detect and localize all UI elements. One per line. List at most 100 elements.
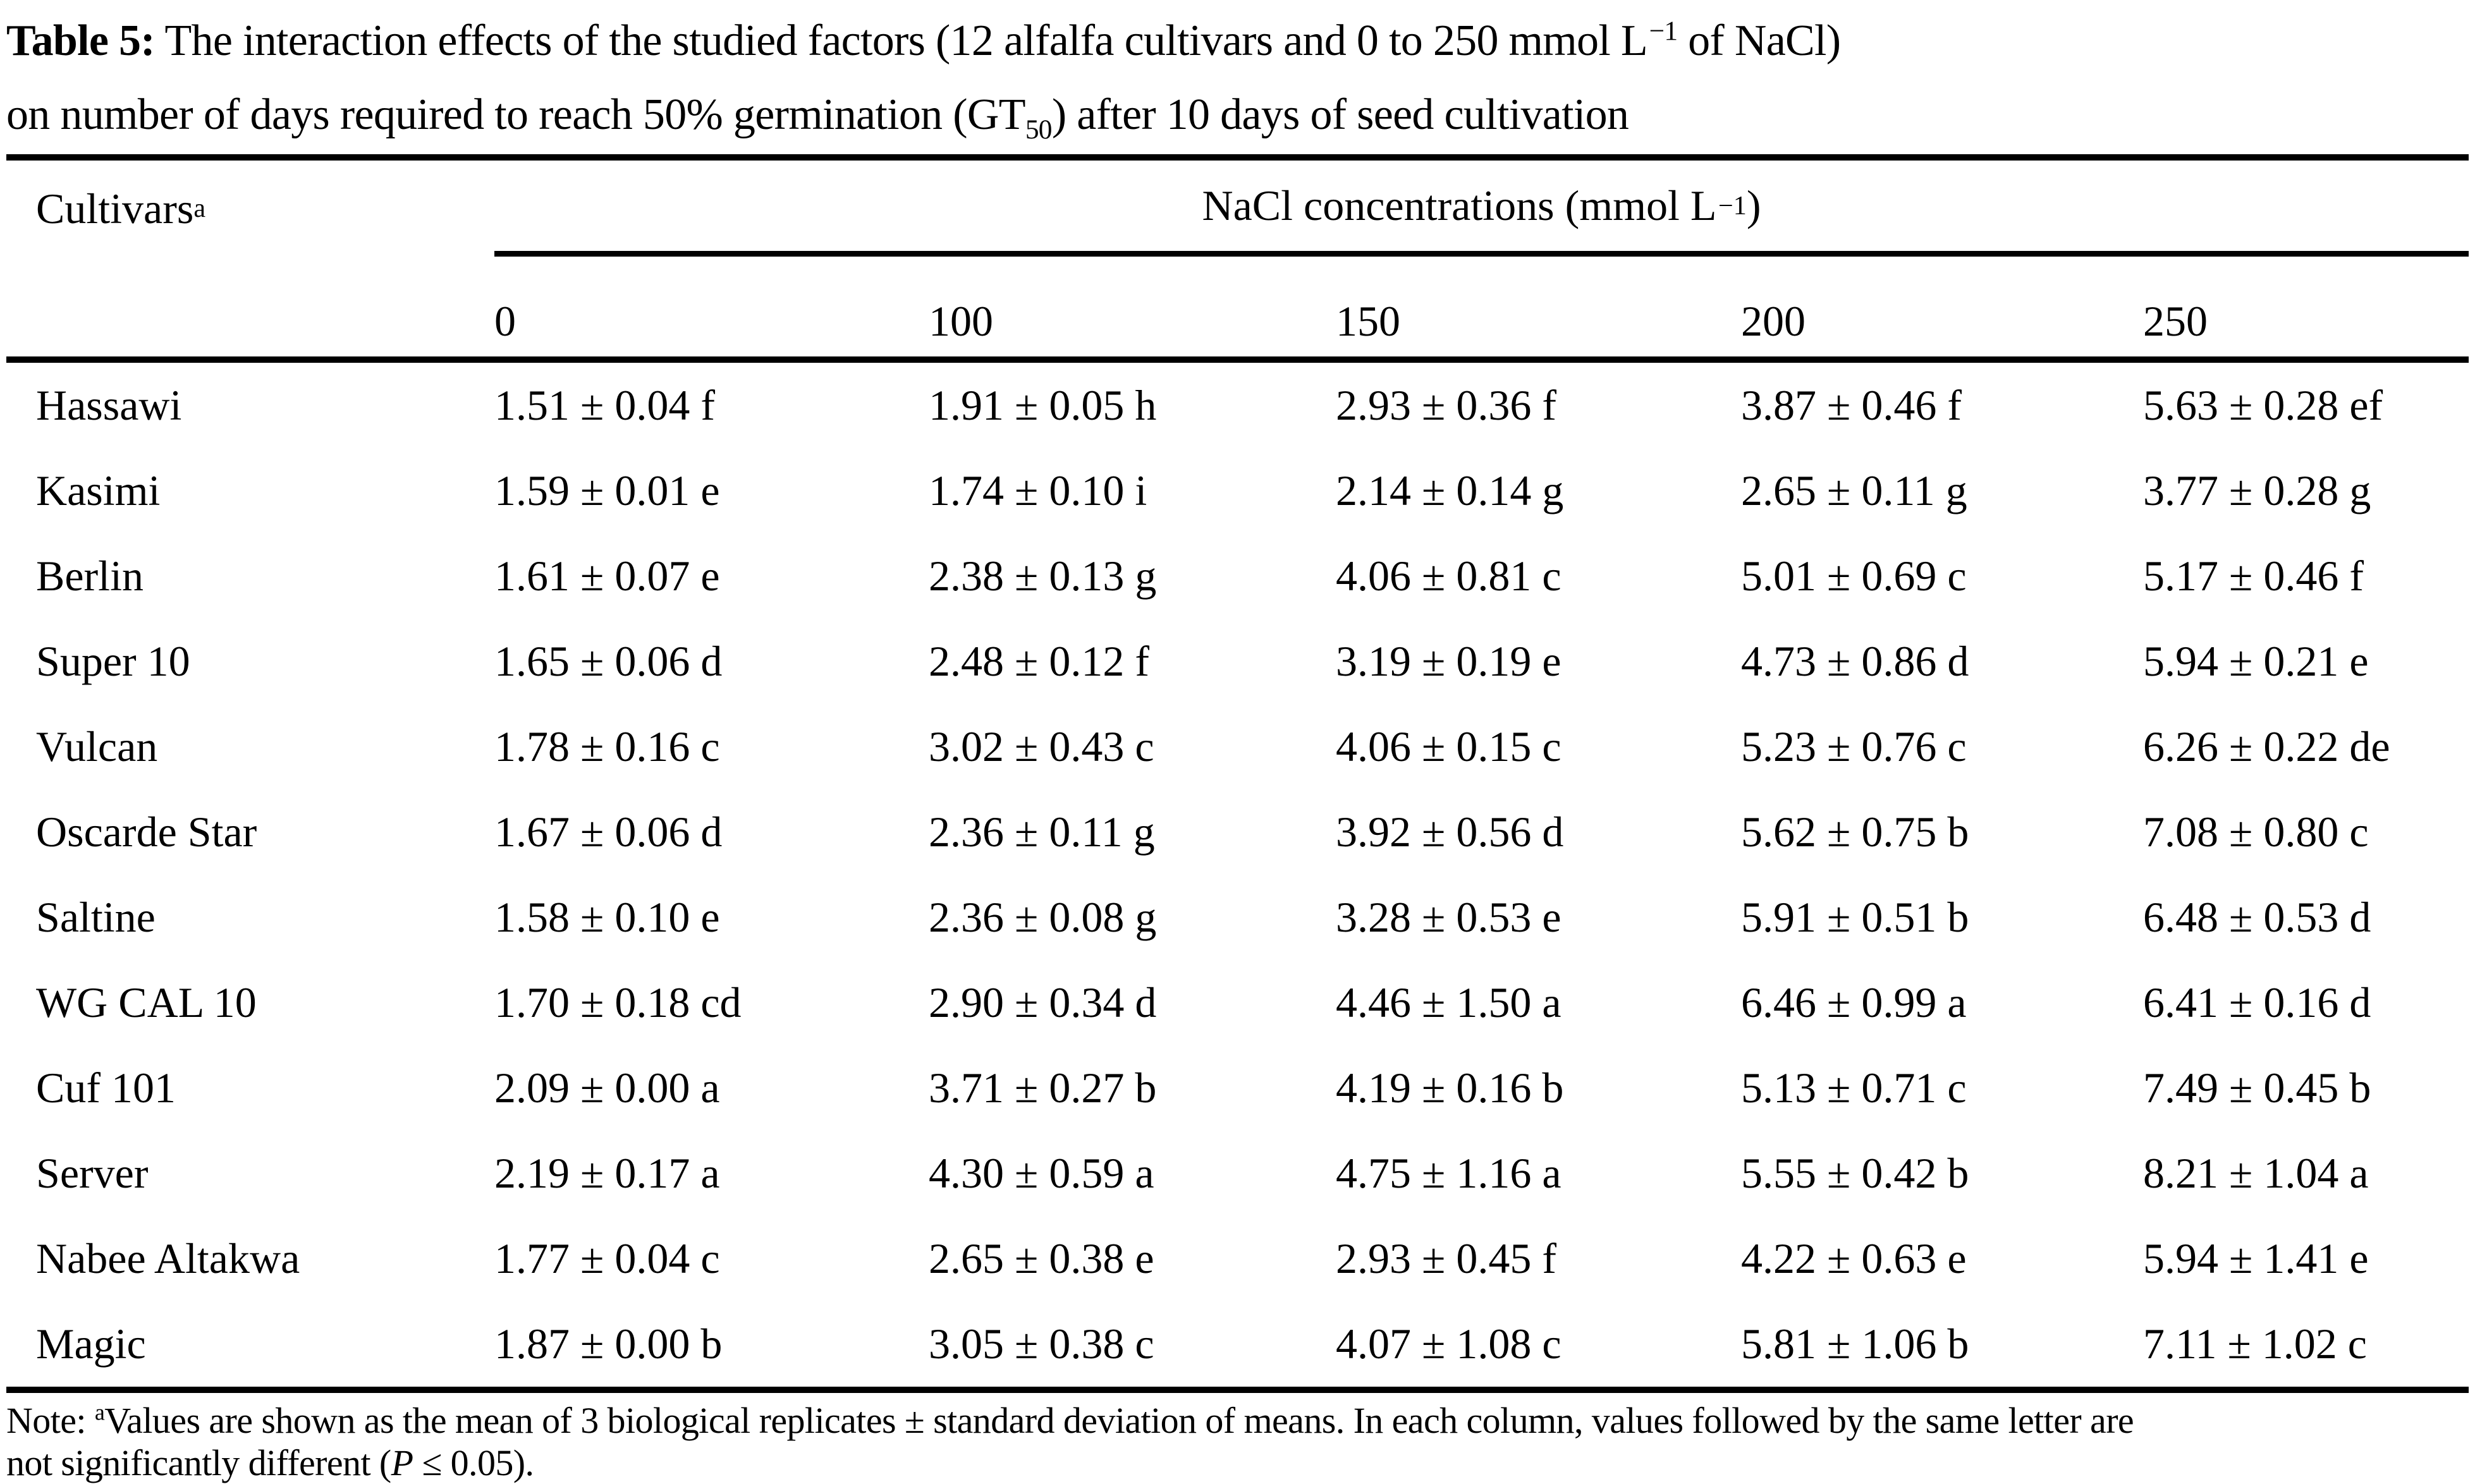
value-cell: 5.23 ± 0.76 c xyxy=(1741,722,1967,770)
value-cell: 1.51 ± 0.04 f xyxy=(494,381,715,429)
footnote-text-line2: not significantly different ( xyxy=(6,1442,391,1483)
footnote-marker: a xyxy=(94,1399,105,1425)
value-cell: 6.48 ± 0.53 d xyxy=(2143,893,2371,941)
cultivar-header-spacer xyxy=(6,346,494,356)
table-row: Saltine 1.58 ± 0.10 e 2.36 ± 0.08 g 3.28 ± … xyxy=(6,875,2469,960)
value-cell: 3.71 ± 0.27 b xyxy=(929,1064,1157,1112)
value-cell: 1.67 ± 0.06 d xyxy=(494,808,723,856)
value-cell: 5.55 ± 0.42 b xyxy=(1741,1149,1969,1197)
value-cell: 4.22 ± 0.63 e xyxy=(1741,1234,1967,1282)
nacl-group-header-text: NaCl concentrations (mmol L xyxy=(1202,181,1717,229)
table-row: Kasimi 1.59 ± 0.01 e 1.74 ± 0.10 i 2.14 ± 0… xyxy=(6,448,2469,533)
cultivar-name: Server xyxy=(36,1149,149,1197)
value-cell: 4.75 ± 1.16 a xyxy=(1336,1149,1561,1197)
value-cell: 2.14 ± 0.14 g xyxy=(1336,466,1564,514)
value-cell: 1.59 ± 0.01 e xyxy=(494,466,720,514)
value-cell: 1.74 ± 0.10 i xyxy=(929,466,1147,514)
concentration-header: 150 xyxy=(1336,297,1400,345)
value-cell: 6.46 ± 0.99 a xyxy=(1741,978,1967,1026)
cultivars-column-header: Cultivars a xyxy=(36,184,206,233)
table-body: Hassawi 1.51 ± 0.04 f 1.91 ± 0.05 h 2.93 ± … xyxy=(6,363,2469,1387)
cultivar-name: Berlin xyxy=(36,552,144,600)
concentration-header: 0 xyxy=(494,297,516,345)
value-cell: 1.61 ± 0.07 e xyxy=(494,552,720,600)
value-cell: 3.28 ± 0.53 e xyxy=(1336,893,1561,941)
cultivar-name: Kasimi xyxy=(36,466,161,514)
cultivar-name: Super 10 xyxy=(36,637,190,685)
value-cell: 7.49 ± 0.45 b xyxy=(2143,1064,2371,1112)
value-cell: 1.65 ± 0.06 d xyxy=(494,637,723,685)
value-cell: 4.06 ± 0.15 c xyxy=(1336,722,1561,770)
value-cell: 1.78 ± 0.16 c xyxy=(494,722,720,770)
value-cell: 1.70 ± 0.18 cd xyxy=(494,978,742,1026)
table-row: Hassawi 1.51 ± 0.04 f 1.91 ± 0.05 h 2.93 ± … xyxy=(6,363,2469,448)
table-row: WG CAL 10 1.70 ± 0.18 cd 2.90 ± 0.34 d 4.46… xyxy=(6,960,2469,1045)
value-cell: 3.87 ± 0.46 f xyxy=(1741,381,1962,429)
value-cell: 1.91 ± 0.05 h xyxy=(929,381,1157,429)
table-bottom-rule xyxy=(6,1387,2469,1393)
table-row: Vulcan 1.78 ± 0.16 c 3.02 ± 0.43 c 4.06 ± 0… xyxy=(6,704,2469,789)
value-cell: 4.19 ± 0.16 b xyxy=(1336,1064,1564,1112)
value-cell: 2.48 ± 0.12 f xyxy=(929,637,1149,685)
cultivar-name: Nabee Altakwa xyxy=(36,1234,300,1282)
data-table: Cultivars a NaCl concentrations (mmol L −1… xyxy=(6,154,2469,1393)
table-row: Oscarde Star 1.67 ± 0.06 d 2.36 ± 0.11 g 3.… xyxy=(6,789,2469,875)
value-cell: 7.08 ± 0.80 c xyxy=(2143,808,2369,856)
cultivar-name: Oscarde Star xyxy=(36,808,257,856)
value-cell: 1.58 ± 0.10 e xyxy=(494,893,720,941)
value-cell: 8.21 ± 1.04 a xyxy=(2143,1149,2369,1197)
nacl-group-header: NaCl concentrations (mmol L −1) xyxy=(494,161,2469,257)
value-cell: 7.11 ± 1.02 c xyxy=(2143,1320,2367,1368)
concentration-header: 100 xyxy=(929,297,993,345)
value-cell: 6.26 ± 0.22 de xyxy=(2143,722,2390,770)
value-cell: 2.93 ± 0.45 f xyxy=(1336,1234,1556,1282)
table-caption-line1-end: of NaCl) xyxy=(1677,16,1841,65)
value-cell: 4.46 ± 1.50 a xyxy=(1336,978,1561,1026)
value-cell: 3.05 ± 0.38 c xyxy=(929,1320,1154,1368)
subscript-fifty: 50 xyxy=(1025,114,1053,145)
cultivar-name: Magic xyxy=(36,1320,146,1368)
value-cell: 2.36 ± 0.11 g xyxy=(929,808,1155,856)
table-row: Server 2.19 ± 0.17 a 4.30 ± 0.59 a 4.75 ± 1… xyxy=(6,1131,2469,1216)
value-cell: 3.19 ± 0.19 e xyxy=(1336,637,1561,685)
value-cell: 5.13 ± 0.71 c xyxy=(1741,1064,1967,1112)
value-cell: 5.62 ± 0.75 b xyxy=(1741,808,1969,856)
value-cell: 4.07 ± 1.08 c xyxy=(1336,1320,1561,1368)
value-cell: 2.38 ± 0.13 g xyxy=(929,552,1157,600)
concentration-header-row: 0 100 150 200 250 xyxy=(6,257,2469,356)
table-row: Cuf 101 2.09 ± 0.00 a 3.71 ± 0.27 b 4.19 ± … xyxy=(6,1045,2469,1131)
nacl-group-header-close: ) xyxy=(1746,181,1761,229)
table-caption-line2: on number of days required to reach 50% … xyxy=(6,90,1026,139)
value-cell: 6.41 ± 0.16 d xyxy=(2143,978,2371,1026)
concentration-header: 250 xyxy=(2143,297,2208,345)
table-header-row-1: Cultivars a NaCl concentrations (mmol L −1… xyxy=(6,161,2469,257)
table-caption-line1: The interaction effects of the studied f… xyxy=(154,16,1647,65)
table-caption-line2-end: ) after 10 days of seed cultivation xyxy=(1051,90,1629,139)
table-row: Berlin 1.61 ± 0.07 e 2.38 ± 0.13 g 4.06 ± 0… xyxy=(6,533,2469,619)
value-cell: 2.65 ± 0.38 e xyxy=(929,1234,1154,1282)
cultivar-name: Vulcan xyxy=(36,722,158,770)
value-cell: 2.93 ± 0.36 f xyxy=(1336,381,1556,429)
table-row: Super 10 1.65 ± 0.06 d 2.48 ± 0.12 f 3.19 ±… xyxy=(6,619,2469,704)
cultivar-name: Hassawi xyxy=(36,381,182,429)
footnote-tail: ≤ 0.05). xyxy=(413,1442,534,1483)
cultivars-header-text: Cultivars xyxy=(36,184,194,233)
value-cell: 2.19 ± 0.17 a xyxy=(494,1149,720,1197)
footnote-prefix: Note: xyxy=(6,1400,95,1441)
value-cell: 5.17 ± 0.46 f xyxy=(2143,552,2364,600)
table-row: Magic 1.87 ± 0.00 b 3.05 ± 0.38 c 4.07 ± 1.… xyxy=(6,1301,2469,1387)
value-cell: 5.94 ± 0.21 e xyxy=(2143,637,2369,685)
footnote-text-line1: Values are shown as the mean of 3 biolog… xyxy=(104,1400,2134,1441)
value-cell: 5.63 ± 0.28 ef xyxy=(2143,381,2383,429)
value-cell: 3.77 ± 0.28 g xyxy=(2143,466,2371,514)
cultivar-name: Cuf 101 xyxy=(36,1064,176,1112)
header-bottom-rule xyxy=(6,356,2469,363)
value-cell: 5.91 ± 0.51 b xyxy=(1741,893,1969,941)
table-caption: Table 5: The interaction effects of the … xyxy=(6,4,2469,152)
table-footnote: Note: aValues are shown as the mean of 3… xyxy=(6,1399,2469,1484)
table-row: Nabee Altakwa 1.77 ± 0.04 c 2.65 ± 0.38 e 2… xyxy=(6,1216,2469,1301)
value-cell: 2.90 ± 0.34 d xyxy=(929,978,1157,1026)
value-cell: 1.87 ± 0.00 b xyxy=(494,1320,723,1368)
value-cell: 4.06 ± 0.81 c xyxy=(1336,552,1561,600)
value-cell: 3.02 ± 0.43 c xyxy=(929,722,1154,770)
